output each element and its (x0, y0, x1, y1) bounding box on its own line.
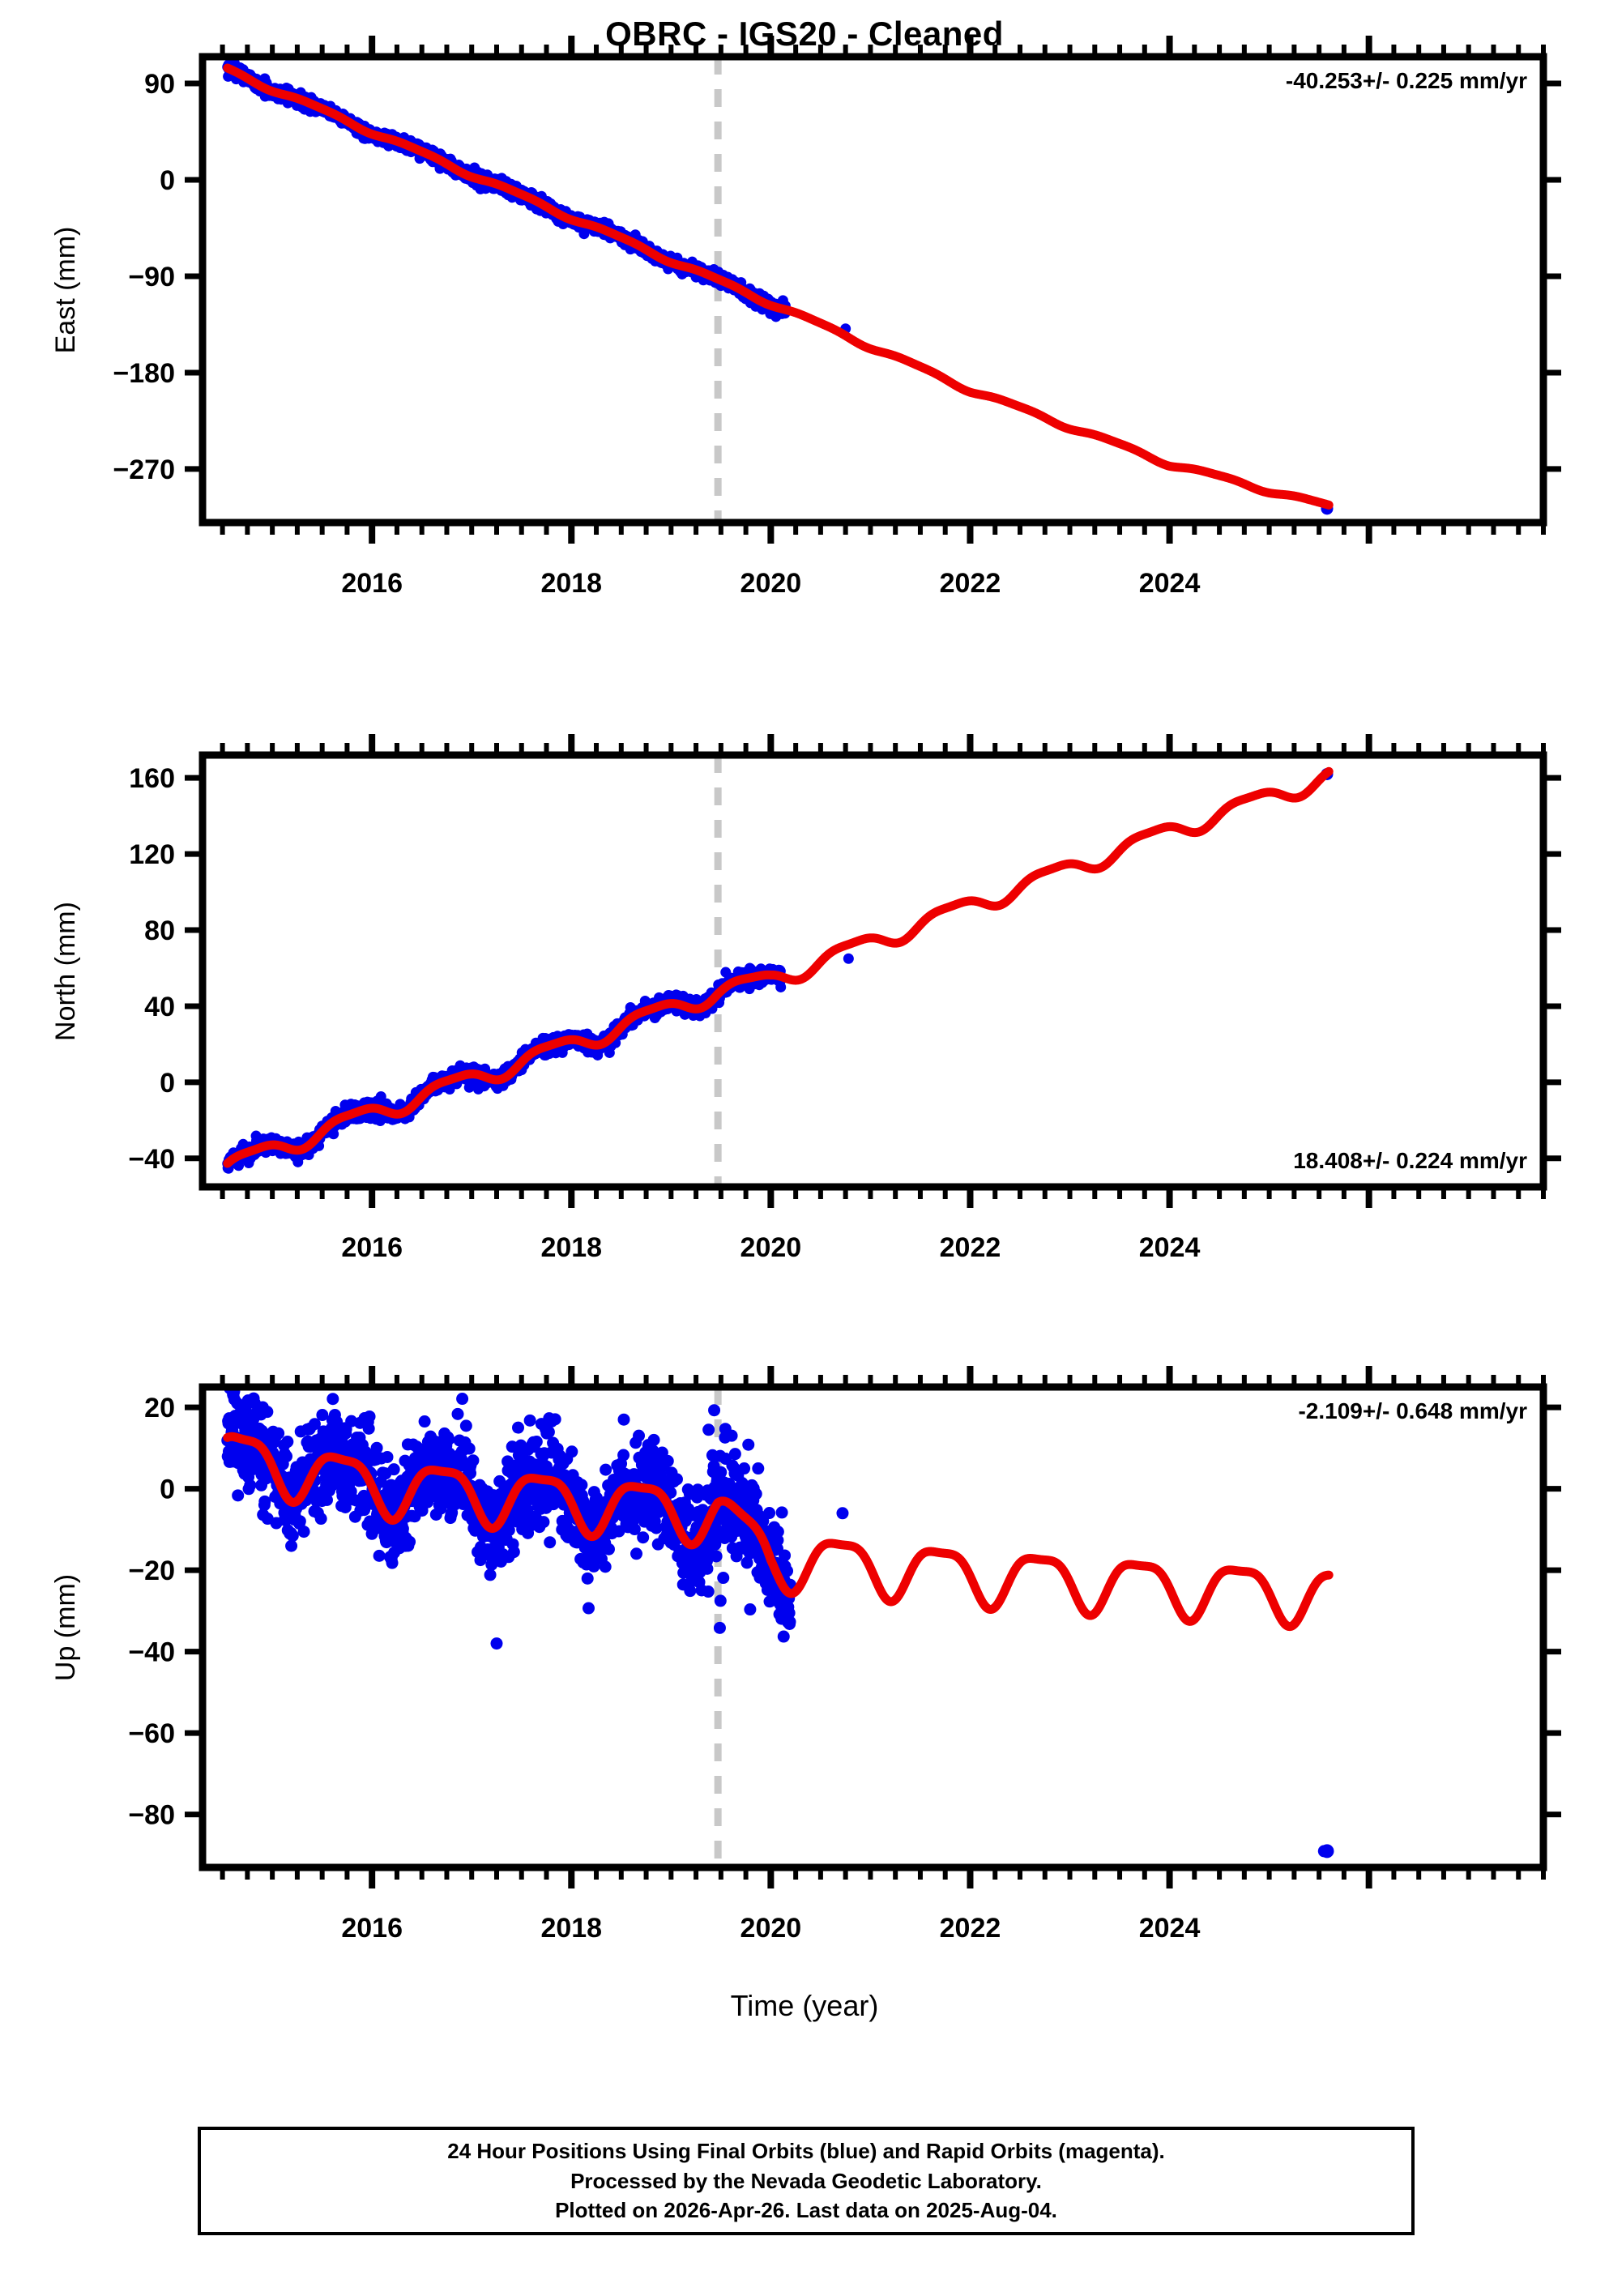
y-tick-label: 40 (144, 992, 175, 1022)
x-tick-label: 2018 (540, 1232, 602, 1263)
x-tick-label: 2020 (740, 568, 802, 599)
y-axis-ticks: 90 0 −90 −180 −270 (113, 69, 1561, 485)
x-tick-label: 2024 (1139, 1232, 1201, 1263)
y-tick-label: 120 (129, 839, 175, 870)
x-tick-label: 2020 (740, 1232, 802, 1263)
y-tick-label: −20 (128, 1556, 175, 1586)
panel-east: 90 0 −90 −180 −270 2016 2018 2020 2022 2024 (0, 0, 1609, 697)
y-tick-label: −180 (113, 358, 175, 389)
x-tick-label: 2024 (1139, 1913, 1201, 1944)
x-tick-label: 2016 (341, 1232, 403, 1263)
y-tick-label: −40 (128, 1637, 175, 1668)
x-tick-label: 2018 (540, 1913, 602, 1944)
data-points-layer (222, 58, 1334, 515)
rate-label-east: -40.253+/- 0.225 mm/yr (1285, 68, 1527, 93)
model-fit-line (223, 1432, 1334, 1632)
caption-box: 24 Hour Positions Using Final Orbits (bl… (198, 2127, 1415, 2235)
x-axis-ticks: 2016 2018 2020 2022 2024 (220, 36, 1546, 599)
x-tick-label: 2022 (940, 1913, 1001, 1944)
x-axis-ticks: 2016 2018 2020 2022 2024 (220, 734, 1546, 1263)
panel-up: 20 0 −20 −40 −60 −80 2016 2018 2020 2022 2024 (0, 1329, 1609, 1969)
y-axis-ticks: 20 0 −20 −40 −60 −80 (128, 1393, 1561, 1831)
plot-frame (198, 1383, 1547, 1871)
y-tick-label: 20 (144, 1393, 175, 1423)
x-tick-label: 2020 (740, 1913, 802, 1944)
rate-label-north: 18.408+/- 0.224 mm/yr (1293, 1148, 1527, 1173)
y-axis-label-north: North (mm) (50, 901, 81, 1041)
x-tick-label: 2018 (540, 568, 602, 599)
x-tick-label: 2022 (940, 1232, 1001, 1263)
y-tick-label: 0 (160, 1474, 175, 1505)
y-axis-label-east: East (mm) (50, 226, 81, 353)
model-fit-line (223, 63, 1334, 510)
y-tick-label: 80 (144, 915, 175, 946)
model-fit-line (223, 766, 1334, 1168)
y-tick-label: 160 (129, 763, 175, 794)
plot-frame (198, 751, 1547, 1191)
x-tick-label: 2024 (1139, 568, 1201, 599)
y-tick-label: −80 (128, 1800, 175, 1831)
x-tick-label: 2016 (341, 1913, 403, 1944)
y-tick-label: 90 (144, 69, 175, 100)
x-tick-label: 2016 (341, 568, 403, 599)
y-tick-label: −40 (128, 1144, 175, 1175)
panel-north: 160 120 80 40 0 −40 2016 2018 2020 2022 2024 (0, 697, 1609, 1329)
y-tick-label: 0 (160, 1068, 175, 1099)
caption-line-1: 24 Hour Positions Using Final Orbits (bl… (447, 2138, 1165, 2163)
rate-label-up: -2.109+/- 0.648 mm/yr (1298, 1398, 1527, 1423)
x-axis-label: Time (year) (730, 1989, 879, 2022)
caption-line-3: Plotted on 2026-Apr-26. Last data on 202… (555, 2198, 1057, 2223)
y-tick-label: −270 (113, 455, 175, 485)
x-axis-ticks: 2016 2018 2020 2022 2024 (220, 1366, 1546, 1944)
y-tick-label: 0 (160, 165, 175, 196)
y-tick-label: −60 (128, 1718, 175, 1749)
y-axis-ticks: 160 120 80 40 0 −40 (128, 763, 1561, 1175)
caption-line-2: Processed by the Nevada Geodetic Laborat… (570, 2168, 1042, 2193)
plot-frame (198, 53, 1547, 527)
y-axis-label-up: Up (mm) (50, 1573, 81, 1681)
x-tick-label: 2022 (940, 568, 1001, 599)
y-tick-label: −90 (128, 262, 175, 292)
data-points-layer (221, 1387, 1334, 1859)
